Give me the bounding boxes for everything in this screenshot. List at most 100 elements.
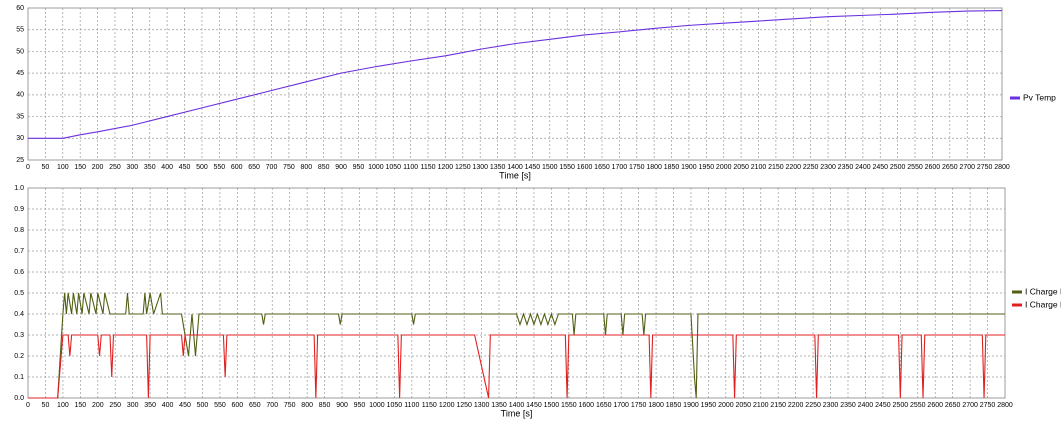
y-tick-label: 50	[16, 48, 24, 55]
x-tick-label: 2550	[907, 164, 923, 171]
x-tick-label: 950	[354, 402, 366, 409]
x-tick-label: 100	[57, 402, 69, 409]
x-tick-label: 50	[41, 164, 49, 171]
x-tick-label: 1250	[456, 402, 472, 409]
y-tick-label: 0.3	[14, 332, 24, 339]
x-tick-label: 1750	[631, 402, 647, 409]
x-tick-label: 2650	[945, 402, 961, 409]
x-tick-label: 1800	[648, 402, 664, 409]
x-tick-label: 700	[266, 164, 278, 171]
x-tick-label: 0	[26, 164, 30, 171]
x-tick-label: 300	[127, 164, 139, 171]
x-tick-label: 2250	[805, 402, 821, 409]
x-tick-label: 1300	[474, 402, 490, 409]
x-tick-label: 1300	[472, 164, 488, 171]
x-tick-label: 950	[353, 164, 365, 171]
series-line	[28, 10, 1003, 139]
x-tick-label: 2450	[872, 164, 888, 171]
x-tick-label: 2250	[803, 164, 819, 171]
y-tick-label: 45	[16, 70, 24, 77]
x-tick-label: 2200	[785, 164, 801, 171]
y-tick-label: 0.8	[14, 227, 24, 234]
x-tick-label: 450	[179, 164, 191, 171]
x-tick-label: 2450	[875, 402, 891, 409]
x-tick-label: 1850	[666, 402, 682, 409]
legend-swatch	[1012, 303, 1022, 307]
x-tick-label: 150	[74, 164, 86, 171]
y-tick-label: 0.5	[14, 290, 24, 297]
x-tick-label: 1200	[438, 164, 454, 171]
x-tick-label: 400	[161, 164, 173, 171]
x-tick-label: 550	[213, 164, 225, 171]
x-tick-label: 1200	[439, 402, 455, 409]
x-tick-label: 2650	[942, 164, 958, 171]
x-tick-label: 2750	[980, 402, 996, 409]
x-tick-label: 1100	[404, 402, 419, 409]
x-tick-label: 2100	[753, 402, 769, 409]
legend-label: Pv Temp	[1023, 92, 1056, 102]
x-tick-label: 1900	[681, 164, 697, 171]
series-line	[28, 334, 1005, 399]
x-tick-label: 2400	[855, 164, 871, 171]
x-tick-label: 1050	[385, 164, 401, 171]
x-tick-label: 2200	[788, 402, 804, 409]
x-tick-label: 100	[57, 164, 69, 171]
x-tick-label: 2600	[927, 402, 943, 409]
x-axis-label: Time [s]	[499, 170, 531, 180]
x-tick-label: 2150	[768, 164, 784, 171]
x-tick-label: 750	[283, 164, 295, 171]
x-tick-label: 1150	[422, 402, 437, 409]
y-tick-label: 60	[16, 5, 24, 12]
x-tick-label: 300	[127, 402, 139, 409]
x-tick-label: 1450	[525, 164, 541, 171]
x-tick-label: 1700	[613, 402, 629, 409]
x-tick-label: 500	[196, 164, 208, 171]
y-tick-label: 35	[16, 113, 24, 120]
x-tick-label: 1250	[455, 164, 471, 171]
x-tick-label: 2000	[718, 402, 734, 409]
x-tick-label: 1650	[594, 164, 610, 171]
x-tick-label: 2500	[890, 164, 906, 171]
x-tick-label: 2550	[910, 402, 926, 409]
x-tick-label: 1000	[369, 402, 385, 409]
y-tick-label: 30	[16, 135, 24, 142]
x-tick-label: 1150	[421, 164, 436, 171]
x-tick-label: 900	[336, 402, 348, 409]
x-tick-label: 1450	[526, 402, 542, 409]
x-tick-label: 1600	[577, 164, 593, 171]
x-tick-label: 0	[26, 402, 30, 409]
y-tick-label: 0.9	[14, 206, 24, 213]
x-tick-label: 450	[179, 402, 191, 409]
x-tick-label: 2050	[736, 402, 752, 409]
x-tick-label: 2500	[893, 402, 909, 409]
x-tick-label: 2400	[858, 402, 874, 409]
y-tick-label: 55	[16, 27, 24, 34]
x-tick-label: 200	[92, 164, 104, 171]
x-tick-label: 2800	[994, 164, 1010, 171]
y-tick-label: 0.0	[14, 395, 24, 402]
x-tick-label: 50	[42, 402, 50, 409]
x-tick-label: 900	[335, 164, 347, 171]
x-tick-label: 2000	[716, 164, 732, 171]
x-tick-label: 1000	[368, 164, 384, 171]
x-tick-label: 250	[109, 402, 121, 409]
x-tick-label: 1500	[544, 402, 560, 409]
x-tick-label: 2300	[820, 164, 836, 171]
x-tick-label: 1950	[699, 164, 715, 171]
x-tick-label: 800	[300, 164, 312, 171]
y-tick-label: 0.1	[14, 374, 24, 381]
x-tick-label: 1400	[509, 402, 525, 409]
x-tick-label: 1400	[507, 164, 523, 171]
x-tick-label: 2800	[997, 402, 1013, 409]
x-tick-label: 2700	[959, 164, 975, 171]
x-tick-label: 650	[248, 164, 260, 171]
x-tick-label: 2050	[733, 164, 749, 171]
x-tick-label: 1500	[542, 164, 558, 171]
x-tick-label: 700	[266, 402, 278, 409]
x-tick-label: 1800	[646, 164, 662, 171]
x-tick-label: 850	[319, 402, 331, 409]
legend-label: I Charge Mono	[1025, 286, 1061, 296]
x-axis-label: Time [s]	[501, 408, 533, 418]
x-tick-label: 1350	[491, 402, 507, 409]
